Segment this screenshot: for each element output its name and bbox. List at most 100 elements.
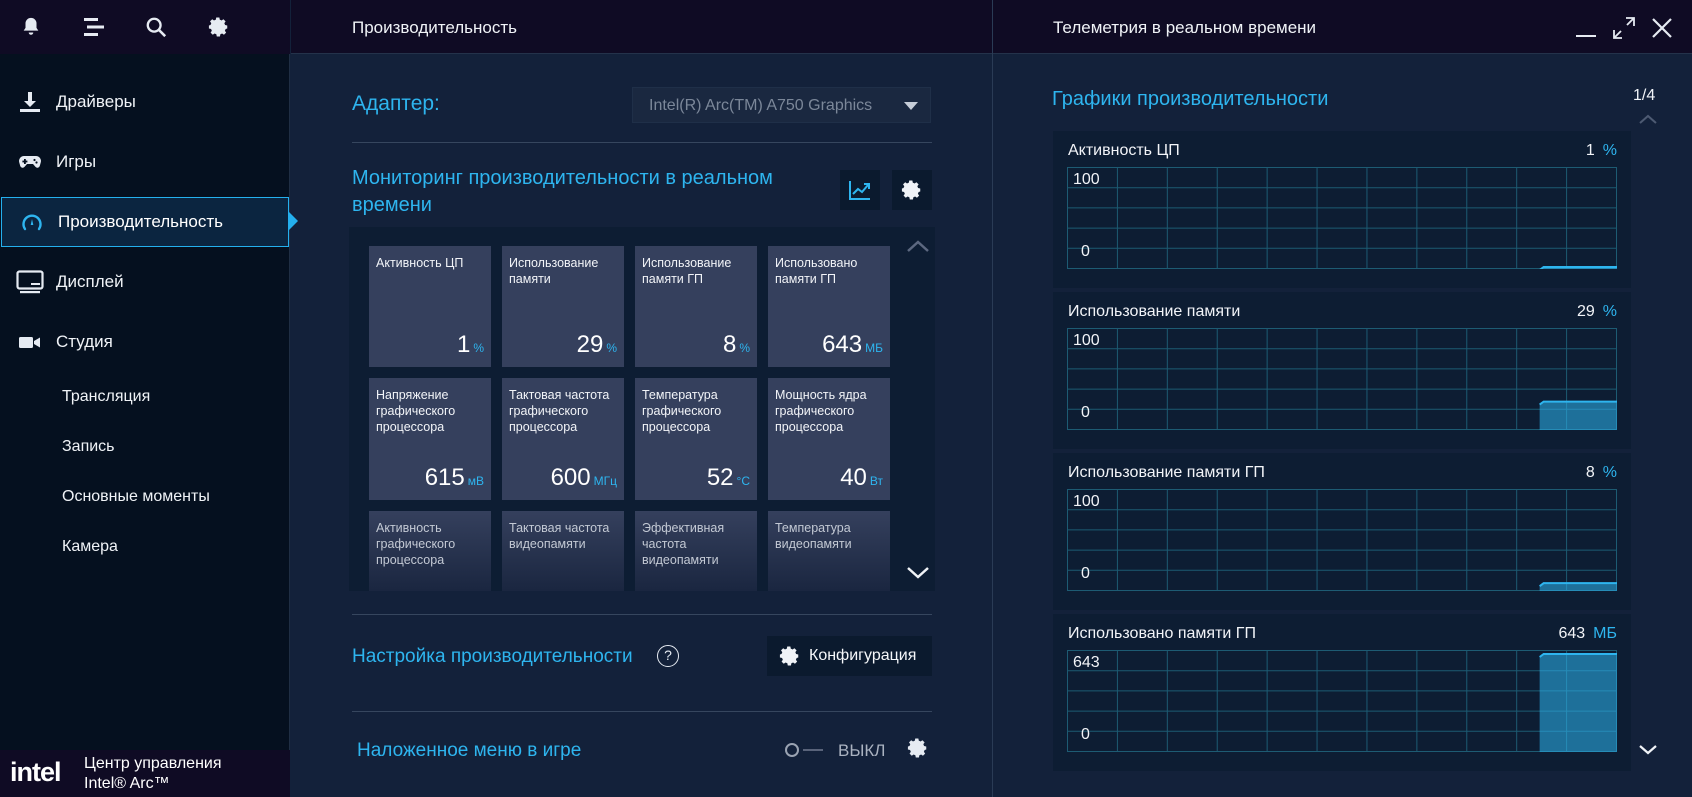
nav-performance-label: Производительность xyxy=(58,212,224,231)
divider xyxy=(352,711,932,712)
metric-tile-label: Использование памяти ГП xyxy=(642,256,732,286)
metrics-tiles-panel: Активность ЦП 1% Использование памяти 29… xyxy=(349,227,935,591)
metric-tile[interactable]: Мощность ядра графического процессора 40… xyxy=(768,378,890,500)
metric-value-number: 643 xyxy=(822,331,863,358)
graph-plot xyxy=(1067,650,1617,752)
chevron-down-icon[interactable] xyxy=(1638,744,1658,756)
metric-tile-value: 8% xyxy=(723,331,750,359)
graph-title: Использовано памяти ГП xyxy=(1068,625,1256,642)
chevron-down-icon[interactable] xyxy=(906,566,930,580)
nav-studio[interactable]: Студия xyxy=(0,317,290,367)
metric-tile-value: 643 МБ xyxy=(822,331,883,359)
close-icon[interactable] xyxy=(1650,16,1674,40)
metric-tile[interactable]: Тактовая частота видеопамяти xyxy=(502,511,624,591)
graph-title: Использование памяти xyxy=(1068,303,1241,320)
graph-card: Использовано памяти ГП 643 МБ 643 0 xyxy=(1053,614,1631,771)
metric-tile-value: 40 Вт xyxy=(840,464,883,492)
configuration-button[interactable]: Конфигурация xyxy=(767,636,932,676)
settings-button[interactable] xyxy=(188,0,251,54)
graph-title: Использование памяти ГП xyxy=(1068,464,1265,481)
graph-area xyxy=(1539,583,1617,591)
minimize-icon[interactable] xyxy=(1574,16,1598,40)
metric-value-unit: мВ xyxy=(467,474,484,488)
graph-axis-min: 0 xyxy=(1081,726,1090,743)
search-icon xyxy=(146,17,167,38)
metric-tile-label: Температура видеопамяти xyxy=(775,521,852,551)
divider xyxy=(352,614,932,615)
graph-axis-max: 100 xyxy=(1073,332,1100,349)
metric-value-number: 40 xyxy=(840,464,867,491)
chevron-down-icon xyxy=(904,102,918,110)
nav-display[interactable]: Дисплей xyxy=(0,257,290,307)
metric-tile[interactable]: Температура графического процессора 52 °C xyxy=(635,378,757,500)
metric-tile-label: Эффективная частота видеопамяти xyxy=(642,521,725,567)
expand-icon[interactable] xyxy=(1612,16,1636,40)
metric-tile[interactable]: Использование памяти 29% xyxy=(502,246,624,367)
metric-tile[interactable]: Напряжение графического процессора 615 мВ xyxy=(369,378,491,500)
performance-tuning-title: Настройка производительности xyxy=(352,646,633,667)
metric-tile-value: 29% xyxy=(577,331,617,359)
nav-games-label: Игры xyxy=(56,152,97,171)
toggle-track xyxy=(803,749,823,751)
sub-item-broadcast[interactable]: Трансляция xyxy=(62,388,151,405)
adapter-select[interactable]: Intel(R) Arc(TM) A750 Graphics xyxy=(632,87,931,123)
notifications-button[interactable] xyxy=(0,0,63,54)
help-icon[interactable]: ? xyxy=(657,645,679,667)
gauge-icon xyxy=(22,214,42,231)
metric-tile-value: 600 МГц xyxy=(551,464,617,492)
gear-icon[interactable] xyxy=(907,737,929,759)
camera-icon xyxy=(19,337,40,348)
metric-tile-value: 52 °C xyxy=(707,464,750,492)
graph-area xyxy=(1539,401,1617,430)
graph-grid xyxy=(1067,328,1617,430)
metric-tile[interactable]: Температура видеопамяти xyxy=(768,511,890,591)
graph-line xyxy=(1539,400,1617,406)
sub-item-record[interactable]: Запись xyxy=(62,438,115,455)
open-graphs-button[interactable] xyxy=(840,170,880,210)
metric-value-unit: % xyxy=(739,341,750,355)
graph-value-number: 8 xyxy=(1585,464,1595,481)
nav-games[interactable]: Игры xyxy=(0,137,290,187)
telemetry-title: Телеметрия в реальном времени xyxy=(1053,18,1317,37)
page-title: Производительность xyxy=(352,18,518,37)
graph-value-number: 1 xyxy=(1585,142,1595,159)
gear-icon xyxy=(208,17,227,37)
metric-tile[interactable]: Использование памяти ГП 8% xyxy=(635,246,757,367)
metric-value-number: 8 xyxy=(722,331,737,358)
metric-tile-value: 1% xyxy=(457,331,484,359)
metric-tile[interactable]: Использовано памяти ГП 643 МБ xyxy=(768,246,890,367)
metric-value-number: 615 xyxy=(424,464,465,491)
sub-item-highlights[interactable]: Основные моменты xyxy=(62,488,210,505)
nav-performance[interactable]: Производительность xyxy=(1,197,289,247)
metric-value-unit: % xyxy=(606,341,617,355)
graph-title: Активность ЦП xyxy=(1068,142,1180,159)
overlay-toggle-state: ВЫКЛ xyxy=(838,741,886,760)
metric-tile[interactable]: Активность ЦП 1% xyxy=(369,246,491,367)
metric-tile-label: Использовано памяти ГП xyxy=(775,256,858,286)
graph-grid xyxy=(1067,489,1617,591)
sub-item-camera[interactable]: Камера xyxy=(62,538,118,555)
search-button[interactable] xyxy=(125,0,188,54)
brand-area xyxy=(0,750,290,797)
graph-value-unit: МБ xyxy=(1593,625,1617,642)
graph-current-value: 29% xyxy=(1577,303,1617,321)
graph-value-number: 643 xyxy=(1558,625,1586,642)
overlay-toggle[interactable] xyxy=(783,741,827,759)
monitoring-settings-button[interactable] xyxy=(892,170,932,210)
metric-value-number: 52 xyxy=(706,464,734,491)
metric-tile[interactable]: Тактовая частота графического процессора… xyxy=(502,378,624,500)
chevron-up-icon[interactable] xyxy=(906,239,930,253)
menu-button[interactable] xyxy=(63,0,126,54)
bell-icon xyxy=(23,17,39,35)
metric-tile[interactable]: Эффективная частота видеопамяти xyxy=(635,511,757,591)
graph-axis-min: 0 xyxy=(1081,404,1090,421)
graph-value-unit: % xyxy=(1602,303,1617,320)
graph-grid xyxy=(1067,167,1617,269)
metric-tile[interactable]: Активность графического процессора xyxy=(369,511,491,591)
chevron-up-icon[interactable] xyxy=(1638,113,1658,125)
graph-current-value: 1% xyxy=(1586,142,1617,160)
toggle-knob xyxy=(785,743,799,757)
nav-drivers[interactable]: Драйверы xyxy=(0,77,290,127)
graph-axis-max: 643 xyxy=(1073,654,1100,671)
metric-tile-label: Мощность ядра графического процессора xyxy=(775,388,867,434)
